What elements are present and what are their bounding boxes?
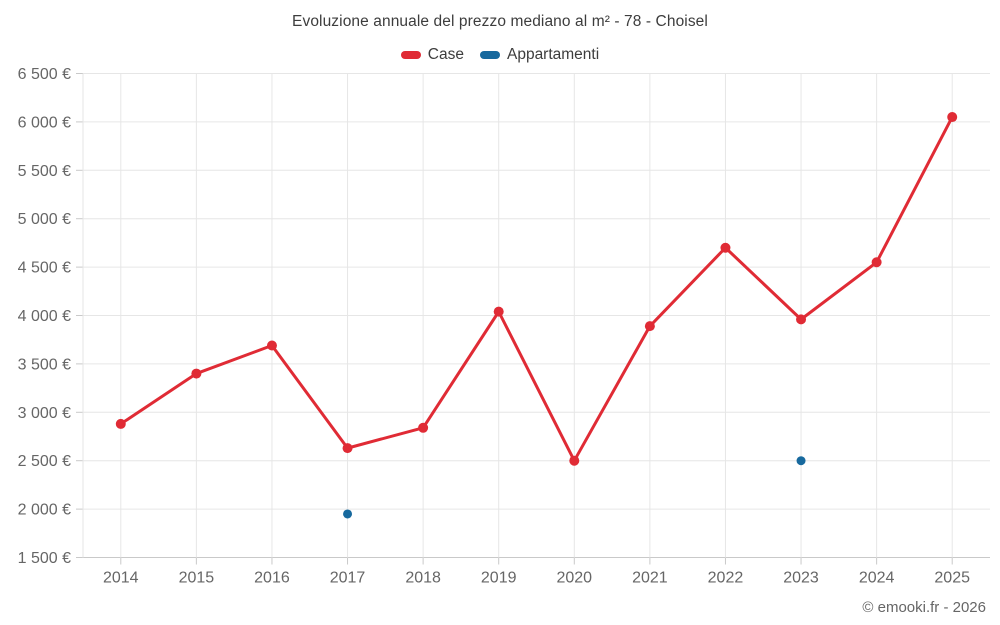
point-appartamenti-2017[interactable] — [343, 509, 353, 519]
x-axis-label: 2025 — [934, 570, 970, 587]
legend-swatch-appartamenti-icon — [479, 51, 500, 59]
y-axis-label: 5 500 € — [18, 163, 71, 180]
x-axis-label: 2023 — [783, 570, 819, 587]
y-axis-label: 4 500 € — [18, 260, 71, 277]
legend-label-case: Case — [427, 46, 464, 63]
x-axis-label: 2015 — [179, 570, 215, 587]
x-axis-label: 2017 — [330, 570, 366, 587]
x-axis-label: 2019 — [481, 570, 517, 587]
y-axis-label: 3 500 € — [18, 356, 71, 373]
x-axis-label: 2016 — [254, 570, 290, 587]
y-axis-label: 3 000 € — [18, 405, 71, 422]
point-case-2023[interactable] — [796, 314, 807, 325]
point-case-2020[interactable] — [569, 455, 580, 466]
chart-title: Evoluzione annuale del prezzo mediano al… — [292, 13, 708, 30]
point-case-2021[interactable] — [644, 321, 655, 332]
legend-item-appartamenti[interactable]: Appartamenti — [479, 46, 600, 64]
y-axis-label: 5 000 € — [18, 211, 71, 228]
x-axis-label: 2022 — [708, 570, 744, 587]
legend-item-case[interactable]: Case — [400, 46, 464, 64]
copyright: © emooki.fr - 2026 — [862, 599, 986, 616]
x-axis-label: 2018 — [405, 570, 441, 587]
point-case-2018[interactable] — [418, 422, 429, 433]
point-case-2014[interactable] — [115, 418, 126, 429]
point-case-2016[interactable] — [266, 340, 277, 351]
point-case-2015[interactable] — [191, 368, 202, 379]
point-case-2019[interactable] — [493, 306, 504, 317]
point-case-2024[interactable] — [871, 257, 882, 268]
x-axis-label: 2014 — [103, 570, 139, 587]
legend-label-appartamenti: Appartamenti — [506, 46, 600, 63]
legend-swatch-case-icon — [400, 51, 421, 59]
x-axis-label: 2021 — [632, 570, 668, 587]
series-line-case — [119, 115, 954, 463]
y-axis-label: 6 500 € — [18, 66, 71, 83]
y-axis-label: 1 500 € — [18, 550, 71, 567]
point-case-2017[interactable] — [342, 443, 353, 454]
y-axis-label: 4 000 € — [18, 308, 71, 325]
y-axis-label: 2 000 € — [18, 502, 71, 519]
x-axis-label: 2024 — [859, 570, 895, 587]
y-axis-label: 6 000 € — [18, 114, 71, 131]
legend: Case Appartamenti — [0, 46, 1000, 64]
x-axis-label: 2020 — [556, 570, 592, 587]
point-case-2022[interactable] — [720, 242, 731, 253]
point-appartamenti-2023[interactable] — [796, 456, 806, 466]
y-axis-label: 2 500 € — [18, 453, 71, 470]
point-case-2025[interactable] — [947, 112, 958, 123]
